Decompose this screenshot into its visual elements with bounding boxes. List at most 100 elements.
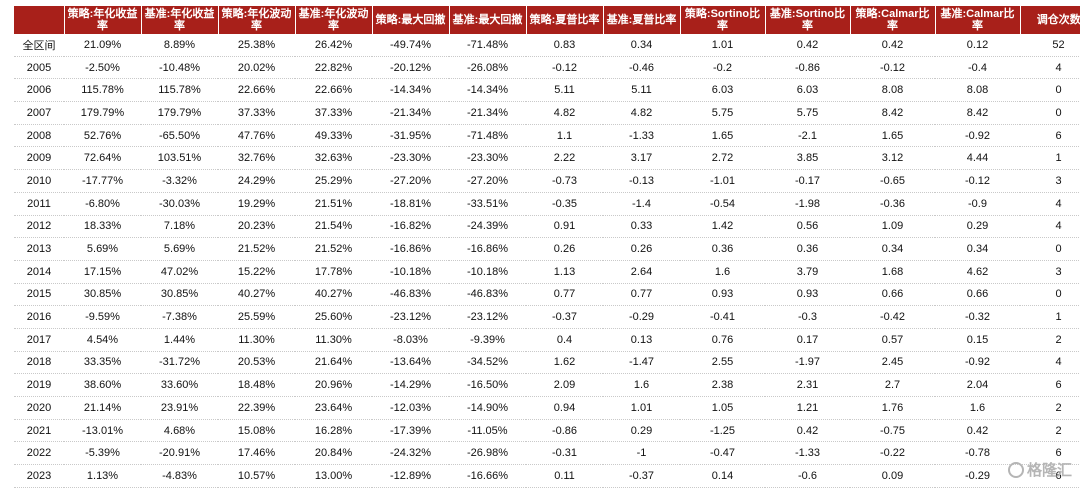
table-cell: 37.33% [218,101,295,125]
table-cell: 0.34 [850,237,935,261]
table-cell: -14.34% [449,78,526,103]
table-cell: 2.7 [850,373,935,397]
table-cell: 0.77 [526,283,603,307]
table-cell: 18.48% [218,373,295,397]
table-cell: 25.29% [295,169,372,193]
table-cell: 5.11 [526,78,603,103]
watermark: 格隆汇 [1007,459,1072,480]
table-cell: 11.30% [218,328,295,352]
table-cell: 8.08 [935,78,1020,103]
row-period-label: 2010 [14,169,64,193]
table-cell: 1.6 [680,260,765,284]
table-cell: 1.42 [680,215,765,239]
table-cell: 1.6 [935,396,1020,420]
table-cell: 33.60% [141,373,218,397]
table-cell: 0.26 [603,237,680,261]
table-cell: 52 [1020,34,1080,57]
table-cell: 15.08% [218,419,295,443]
header-cell: 基准:夏普比率 [603,6,681,34]
row-period-label: 2015 [14,283,64,307]
table-cell: -0.29 [603,305,680,329]
table-cell: -1.25 [680,419,765,443]
table-cell: -24.32% [372,441,449,466]
table-cell: 0.66 [935,283,1020,307]
header-cell: 基准:Sortino比率 [765,6,851,34]
table-cell: 0.4 [526,328,603,352]
table-row: 2006 115.78% 115.78% 22.66% 22.66% -14.34% -14… [14,78,1080,103]
table-cell: 0.93 [765,283,850,307]
table-cell: 22.82% [295,56,372,80]
table-cell: 0.33 [603,215,680,239]
table-cell: -46.83% [372,283,449,307]
table-cell: -3.32% [141,169,218,193]
table-row: 2017 4.54% 1.44% 11.30% 11.30% -8.03% -9.39% 0.… [14,328,1080,352]
table-cell: 0 [1020,237,1080,261]
table-cell: 4.44 [935,146,1020,171]
table-cell: 1 [1020,305,1080,329]
table-cell: 0.57 [850,328,935,352]
table-cell: 4.82 [526,101,603,125]
table-cell: 2.64 [603,260,680,284]
table-cell: 0.91 [526,215,603,239]
table-cell: -13.01% [64,419,141,443]
table-cell: -21.34% [449,101,526,125]
table-cell: 0.29 [935,215,1020,239]
table-cell: 21.14% [64,396,141,420]
table-cell: 115.78% [141,78,218,103]
table-cell: 0.56 [765,215,850,239]
table-cell: 25.60% [295,305,372,329]
table-cell: 21.64% [295,351,372,375]
table-cell: -0.29 [935,464,1020,488]
table-cell: -14.29% [372,373,449,397]
table-cell: 5.75 [680,101,765,125]
table-cell: -0.31 [526,441,603,466]
table-cell: 0.93 [680,283,765,307]
table-cell: 21.51% [295,192,372,216]
table-cell: 0.36 [680,237,765,261]
table-cell: 2.09 [526,373,603,397]
table-row: 2021 -13.01% 4.68% 15.08% 16.28% -17.39% -11.0… [14,419,1080,443]
table-cell: -17.77% [64,169,141,193]
table-cell: -30.03% [141,192,218,216]
table-cell: 6.03 [680,78,765,103]
table-cell: 3.17 [603,146,680,171]
table-cell: 179.79% [141,101,218,125]
table-cell: -23.30% [372,146,449,171]
table-cell: 0.42 [935,419,1020,443]
table-cell: 23.91% [141,396,218,420]
table-cell: -0.54 [680,192,765,216]
table-cell: 2.04 [935,373,1020,397]
gelonghui-logo-icon [1007,461,1024,478]
table-cell: 22.39% [218,396,295,420]
table-cell: 25.38% [218,34,295,57]
table-cell: -27.20% [372,169,449,193]
table-cell: -26.08% [449,56,526,80]
table-cell: 32.76% [218,146,295,171]
table-row: 2010 -17.77% -3.32% 24.29% 25.29% -27.20% -27.… [14,169,1080,193]
table-cell: 6 [1020,441,1080,466]
row-period-label: 2013 [14,237,64,261]
table-cell: 20.02% [218,56,295,80]
table-cell: -7.38% [141,305,218,329]
table-cell: 47.76% [218,124,295,148]
table-cell: 20.96% [295,373,372,397]
table-cell: 24.29% [218,169,295,193]
table-cell: 26.42% [295,34,372,57]
table-cell: 0 [1020,78,1080,103]
table-cell: -14.90% [449,396,526,420]
table-cell: -0.37 [526,305,603,329]
table-cell: 0.34 [603,34,680,57]
table-cell: 2 [1020,396,1080,420]
table-cell: 4 [1020,192,1080,216]
table-row: 2009 72.64% 103.51% 32.76% 32.63% -23.30% -23.… [14,146,1080,171]
table-cell: 10.57% [218,464,295,488]
table-row: 2019 38.60% 33.60% 18.48% 20.96% -14.29% -16.5… [14,373,1080,397]
table-row: 2007 179.79% 179.79% 37.33% 37.33% -21.34% -21… [14,101,1080,125]
watermark-text: 格隆汇 [1026,462,1072,479]
table-cell: -23.12% [372,305,449,329]
table-cell: -10.18% [372,260,449,284]
table-cell: 1.01 [680,34,765,57]
table-cell: -31.72% [141,351,218,375]
table-cell: -26.98% [449,441,526,466]
table-cell: 72.64% [64,146,141,171]
